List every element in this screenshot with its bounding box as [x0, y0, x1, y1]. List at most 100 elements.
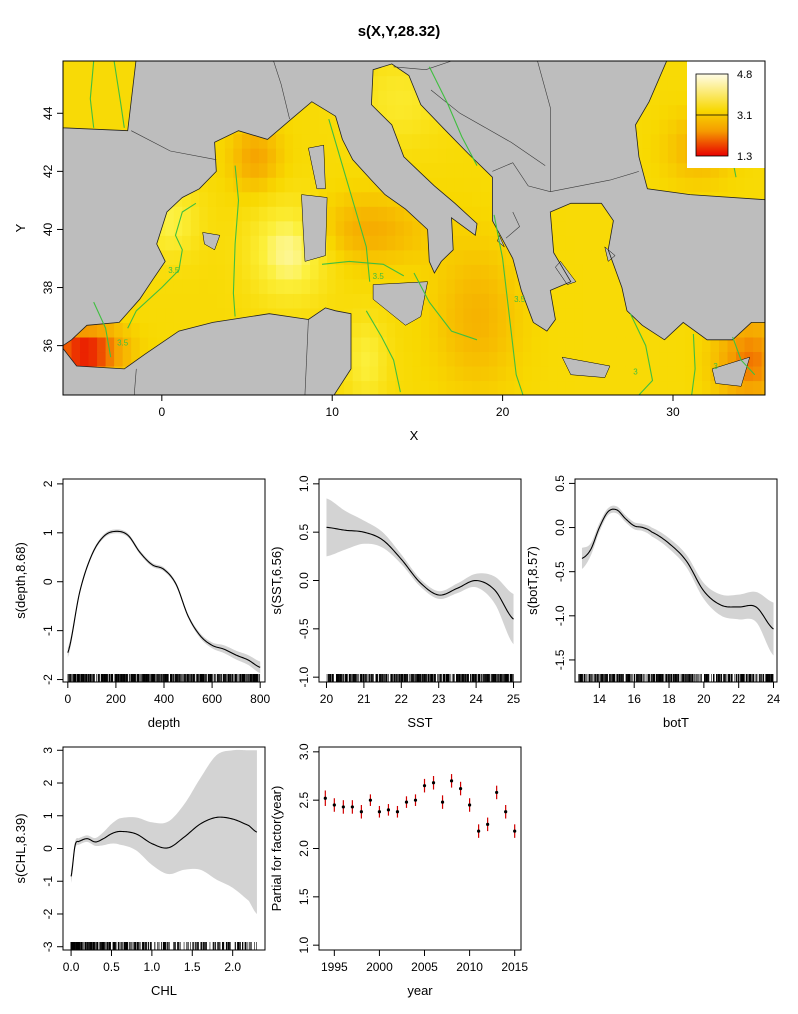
- heatmap-cell: [335, 235, 345, 251]
- heatmap-cell: [386, 264, 396, 280]
- heatmap-cell: [480, 293, 490, 309]
- heatmap-cell: [488, 365, 499, 382]
- heatmap-cell: [727, 336, 737, 353]
- heatmap-cell: [506, 264, 516, 280]
- y-tick-label: -1.0: [297, 667, 311, 688]
- heatmap-cell: [241, 307, 252, 323]
- heatmap-cell: [207, 220, 217, 236]
- heatmap-cell: [531, 322, 541, 338]
- heatmap-cell: [310, 177, 320, 193]
- heatmap-cell: [642, 322, 652, 338]
- heatmap-cell: [310, 104, 320, 120]
- heatmap-cell: [454, 191, 465, 207]
- heatmap-cell: [122, 322, 132, 338]
- heatmap-cell: [63, 61, 73, 77]
- heatmap-cell: [650, 365, 660, 382]
- heatmap-cell: [258, 235, 269, 251]
- heatmap-cell: [701, 177, 712, 193]
- heatmap-cell: [454, 365, 465, 382]
- heatmap-cell: [557, 278, 567, 294]
- heatmap-cell: [361, 220, 371, 236]
- x-axis-label: X: [410, 428, 419, 443]
- heatmap-cell: [616, 336, 626, 353]
- heatmap-cell: [599, 293, 609, 309]
- heatmap-cell: [80, 322, 90, 338]
- heatmap-cell: [224, 235, 234, 251]
- heatmap-cell: [250, 148, 260, 164]
- heatmap-cell: [216, 278, 226, 294]
- x-tick-label: 21: [357, 692, 371, 706]
- heatmap-cell: [216, 206, 226, 222]
- heatmap-cell: [574, 278, 584, 294]
- y-axis-label: s(depth,8.68): [13, 542, 28, 619]
- heatmap-cell: [625, 322, 635, 338]
- heatmap-cell: [608, 307, 618, 323]
- heatmap-cell: [165, 206, 175, 222]
- heatmap-cell: [557, 380, 567, 395]
- heatmap-cell: [293, 249, 303, 265]
- y-tick-label: 3.0: [297, 743, 311, 760]
- heatmap-cell: [139, 307, 149, 323]
- heatmap-cell: [574, 293, 584, 309]
- heatmap-cell: [258, 162, 269, 178]
- heatmap-cell: [267, 148, 277, 164]
- heatmap-cell: [497, 307, 507, 323]
- heatmap-cell: [293, 293, 303, 309]
- heatmap-cell: [420, 104, 430, 120]
- heatmap-cell: [199, 235, 209, 251]
- heatmap-cell: [310, 119, 320, 135]
- x-tick-label: 24: [469, 692, 483, 706]
- heatmap-cell: [471, 293, 482, 309]
- heatmap-cell: [378, 191, 388, 207]
- heatmap-cell: [616, 322, 626, 338]
- border-line: [273, 61, 290, 120]
- heatmap-cell: [676, 119, 686, 135]
- heatmap-cell: [224, 293, 234, 309]
- heatmap-cell: [565, 249, 575, 265]
- heatmap-cell: [710, 351, 720, 367]
- heatmap-cell: [480, 278, 490, 294]
- heatmap-cell: [599, 206, 609, 222]
- heatmap-cell: [480, 336, 490, 353]
- x-tick-label: 10: [326, 405, 340, 419]
- heatmap-cell: [412, 119, 422, 135]
- heatmap-cell: [327, 293, 337, 309]
- contour-label: 3.5: [514, 295, 526, 304]
- heatmap-cell: [344, 220, 354, 236]
- heatmap-cell: [352, 191, 362, 207]
- y-tick-label: -1: [41, 876, 55, 887]
- heatmap-cell: [207, 264, 217, 280]
- heatmap-cell: [616, 365, 626, 382]
- heatmap-cell: [497, 293, 507, 309]
- heatmap-cell: [258, 249, 269, 265]
- heatmap-cell: [523, 380, 533, 395]
- contour-line: [328, 118, 371, 282]
- plot-frame: [62, 60, 766, 396]
- series-line: [70, 816, 258, 877]
- heatmap-cell: [659, 380, 669, 395]
- heatmap-cell: [454, 336, 465, 353]
- heatmap-cell: [148, 336, 158, 353]
- heatmap-cell: [599, 235, 609, 251]
- heatmap-cell: [719, 351, 729, 367]
- heatmap-cell: [250, 177, 260, 193]
- heatmap-cell: [182, 235, 192, 251]
- heatmap-cell: [386, 380, 396, 395]
- heatmap-cell: [557, 220, 567, 236]
- y-tick-label: 0.0: [297, 572, 311, 589]
- data-point: [323, 796, 327, 800]
- heatmap-cell: [574, 307, 584, 323]
- heatmap-cell: [71, 336, 81, 353]
- heatmap-cell: [378, 206, 388, 222]
- heatmap-cell: [420, 307, 430, 323]
- heatmap-cell: [207, 191, 217, 207]
- heatmap-cell: [548, 351, 558, 367]
- heatmap-cell: [420, 322, 430, 338]
- heatmap-cell: [693, 336, 703, 353]
- heatmap-cell: [310, 278, 320, 294]
- x-tick-label: 18: [662, 692, 676, 706]
- heatmap-cell: [599, 307, 609, 323]
- heatmap-cell: [463, 235, 473, 251]
- heatmap-cell: [659, 104, 669, 120]
- heatmap-cell: [412, 336, 422, 353]
